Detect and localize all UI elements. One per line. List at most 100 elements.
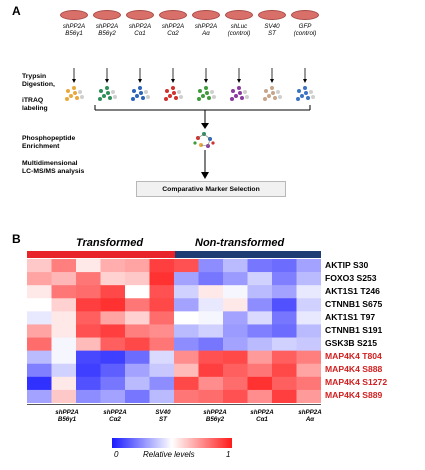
heatmap-cell (198, 311, 224, 325)
heatmap-cell (272, 363, 297, 378)
heatmap-cell (125, 324, 150, 338)
step-arrowhead (105, 79, 109, 83)
heatmap-cell (223, 324, 248, 338)
row-label: AKT1S1 T246 (325, 285, 380, 296)
heatmap-cell (76, 298, 101, 312)
row-label: MAP4K4 S889 (325, 390, 383, 401)
comparative-marker-selection-box: Comparative Marker Selection (136, 181, 286, 197)
heatmap-cell (51, 259, 77, 273)
heatmap-cell (272, 272, 297, 286)
peptide-cluster-icon (162, 84, 184, 102)
heatmap-cell (272, 324, 297, 338)
heatmap-cell (27, 389, 52, 403)
heatmap-cell (27, 337, 52, 351)
condition-0: shPP2A B56γ1 (57, 10, 91, 37)
heatmap-cell (149, 389, 175, 403)
condition-2: shPP2A Cα1 (123, 10, 157, 37)
heatmap-cell (174, 376, 199, 391)
condition-5: shLuc (control) (222, 10, 256, 37)
condition-label-line1: SV40 (264, 23, 280, 30)
heatmap-cell (223, 298, 248, 312)
step-labeling-line2: labeling (22, 105, 48, 112)
condition-label-line1: shPP2A (62, 23, 86, 30)
heatmap-cell (296, 389, 321, 403)
transformed-group-bar (27, 251, 175, 258)
condition-label-line2: ST (268, 30, 276, 37)
column-label-line2: Cα2 (109, 416, 121, 423)
heatmap-cell (174, 272, 199, 286)
transformed-group-title: Transformed (76, 237, 144, 249)
heatmap-cell (247, 272, 273, 286)
heatmap-cell (100, 376, 126, 391)
heatmap-cell (174, 298, 199, 312)
heatmap-cell (223, 259, 248, 273)
heatmap-cell (125, 350, 150, 365)
heatmap-cell (125, 337, 150, 351)
culture-dish-icon (159, 10, 187, 20)
heatmap-cell (272, 337, 297, 351)
heatmap-cell (51, 363, 77, 378)
heatmap-cell (125, 259, 150, 273)
column-label-line1: shPP2A (55, 409, 79, 416)
heatmap-cell (51, 337, 77, 351)
condition-label-line2: (control) (293, 30, 317, 37)
heatmap-cell (223, 311, 248, 325)
heatmap-cell (296, 376, 321, 391)
condition-4: shPP2A Aα (189, 10, 223, 37)
heatmap-cell (76, 324, 101, 338)
culture-dish-icon (192, 10, 220, 20)
heatmap-cell (27, 350, 52, 365)
condition-label-line1: shLuc (230, 23, 248, 30)
step-arrowhead (303, 79, 307, 83)
heatmap-cell (100, 259, 126, 273)
heatmap-cell (223, 376, 248, 391)
heatmap-cell (149, 298, 175, 312)
peptide-cluster-icon (261, 84, 283, 102)
heatmap-cell (100, 272, 126, 286)
heatmap-cell (27, 298, 52, 312)
heatmap-cell (223, 350, 248, 365)
heatmap-cell (296, 311, 321, 325)
heatmap-cell (149, 376, 175, 391)
heatmap-cell (100, 324, 126, 338)
panel-b-label: B (12, 232, 21, 246)
peptide-cluster-icon (63, 84, 85, 102)
heatmap-cell (247, 363, 273, 378)
panel-a-label: A (12, 4, 21, 18)
heatmap-cell (100, 311, 126, 325)
heatmap-cell (76, 272, 101, 286)
heatmap-cell (27, 363, 52, 378)
heatmap-cell (223, 285, 248, 299)
culture-dish-icon (93, 10, 121, 20)
heatmap-cell (198, 363, 224, 378)
heatmap-cell (149, 272, 175, 286)
step-digestion-line2: Digestion, (22, 81, 55, 88)
heatmap-cell (247, 337, 273, 351)
heatmap-cell (27, 376, 52, 391)
row-label: MAP4K4 S1272 (325, 377, 388, 388)
heatmap-cell (223, 272, 248, 286)
row-label: AKTIP S30 (325, 259, 369, 270)
heatmap-cell (247, 285, 273, 299)
heatmap-cell (174, 350, 199, 365)
heatmap-cell (51, 324, 77, 338)
heatmap-cell (51, 376, 77, 391)
heatmap-cell (198, 324, 224, 338)
legend-min-label: 0 (114, 450, 119, 459)
column-label-line2: B56γ1 (57, 416, 77, 423)
step-arrowhead (72, 79, 76, 83)
heatmap-cell (174, 311, 199, 325)
culture-dish-icon (291, 10, 319, 20)
heatmap-cell (247, 389, 273, 403)
heatmap-cell (272, 389, 297, 403)
column-label-line2: ST (159, 416, 167, 423)
heatmap-cell (76, 350, 101, 365)
step-arrowhead (138, 79, 142, 83)
step-arrowhead (204, 79, 208, 83)
column-label-line1: SV40 (155, 409, 171, 416)
heatmap-cell (100, 350, 126, 365)
heatmap-cell (76, 337, 101, 351)
heatmap-cell (51, 285, 77, 299)
condition-6: SV40 ST (255, 10, 289, 37)
row-label: AKT1S1 T97 (325, 311, 376, 322)
